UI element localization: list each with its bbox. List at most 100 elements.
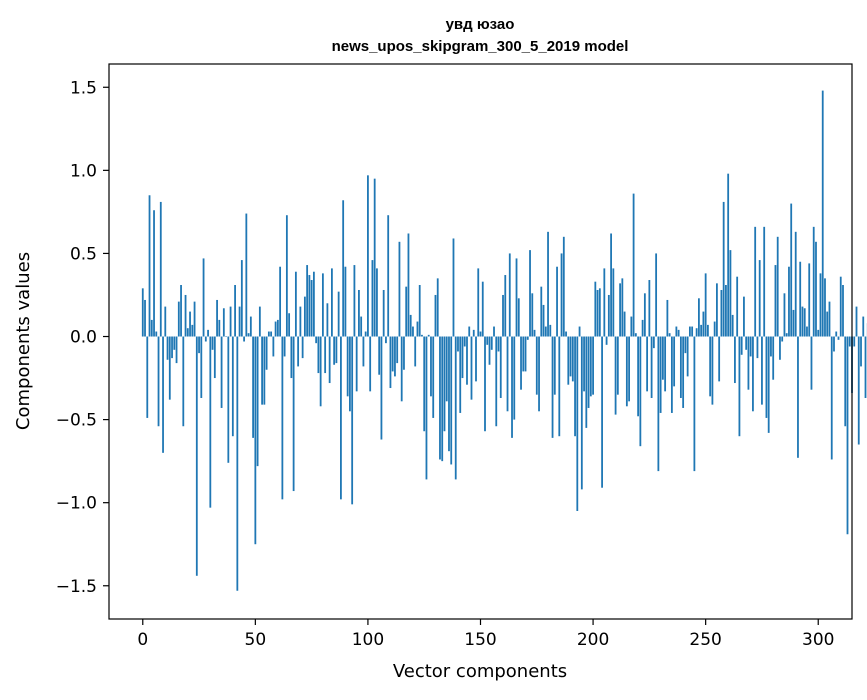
- bar-232: [664, 337, 666, 392]
- bar-4: [151, 320, 153, 337]
- bar-68: [295, 272, 297, 337]
- bar-21: [189, 312, 191, 337]
- bar-249: [703, 312, 705, 337]
- bar-118: [408, 233, 410, 336]
- bar-112: [394, 337, 396, 377]
- x-tick-label: 0: [137, 630, 148, 650]
- bar-33: [216, 300, 218, 337]
- bar-209: [612, 268, 614, 336]
- bar-187: [563, 237, 565, 337]
- bar-318: [858, 337, 860, 445]
- bar-239: [680, 337, 682, 398]
- bar-231: [662, 337, 664, 380]
- bar-164: [511, 337, 513, 438]
- bar-87: [338, 292, 340, 337]
- bar-107: [383, 290, 385, 337]
- bar-311: [842, 285, 844, 337]
- bar-132: [439, 337, 441, 460]
- bar-285: [784, 293, 786, 336]
- bar-186: [561, 253, 563, 336]
- bar-171: [527, 337, 529, 340]
- bar-77: [315, 337, 317, 344]
- bar-235: [671, 337, 673, 413]
- bar-261: [730, 250, 732, 336]
- bar-166: [516, 258, 518, 336]
- bar-224: [646, 337, 648, 392]
- bar-30: [209, 337, 211, 508]
- bar-296: [808, 263, 810, 336]
- bar-176: [538, 337, 540, 412]
- bar-220: [637, 337, 639, 417]
- bar-280: [772, 337, 774, 380]
- bar-211: [617, 337, 619, 395]
- chart-title-line-1: увд юзао: [446, 16, 515, 33]
- bar-292: [799, 262, 801, 337]
- bar-317: [856, 307, 858, 337]
- bar-90: [345, 267, 347, 337]
- bar-306: [831, 337, 833, 460]
- bar-279: [770, 337, 772, 357]
- bar-218: [633, 194, 635, 337]
- bar-247: [698, 298, 700, 336]
- bar-91: [347, 337, 349, 397]
- bar-240: [682, 337, 684, 408]
- bar-277: [766, 337, 768, 418]
- bar-191: [572, 337, 574, 382]
- bar-14: [173, 337, 175, 350]
- bar-121: [414, 337, 416, 367]
- bar-13: [171, 337, 173, 359]
- bar-141: [459, 337, 461, 413]
- bar-138: [453, 238, 455, 336]
- bar-115: [401, 337, 403, 402]
- bar-98: [363, 337, 365, 367]
- bar-38: [227, 337, 229, 463]
- bar-156: [493, 327, 495, 337]
- bar-89: [342, 200, 344, 336]
- bar-44: [241, 260, 243, 336]
- bar-103: [374, 179, 376, 337]
- bar-15: [176, 337, 178, 364]
- bar-309: [838, 337, 840, 340]
- bar-120: [412, 327, 414, 337]
- bar-200: [592, 337, 594, 395]
- bar-221: [639, 337, 641, 447]
- bar-136: [448, 337, 450, 452]
- bar-148: [475, 337, 477, 382]
- bar-152: [484, 337, 486, 432]
- bar-298: [813, 227, 815, 337]
- y-tick-label: 1.0: [70, 161, 97, 181]
- bar-146: [471, 337, 473, 400]
- bar-163: [509, 253, 511, 336]
- bar-251: [707, 325, 709, 337]
- bar-202: [597, 290, 599, 337]
- bar-204: [601, 337, 603, 488]
- bar-105: [378, 337, 380, 375]
- bar-307: [833, 337, 835, 352]
- bar-305: [829, 302, 831, 337]
- bar-283: [779, 337, 781, 360]
- bar-74: [308, 275, 310, 336]
- bar-201: [594, 282, 596, 337]
- bar-3: [149, 195, 151, 336]
- bar-46: [245, 214, 247, 337]
- bar-119: [410, 315, 412, 337]
- y-tick-label: −0.5: [56, 411, 97, 431]
- bar-19: [185, 295, 187, 337]
- bar-134: [444, 337, 446, 432]
- x-tick-label: 300: [802, 630, 834, 650]
- bar-78: [317, 337, 319, 374]
- bar-135: [446, 337, 448, 402]
- bar-66: [290, 337, 292, 379]
- bar-101: [369, 337, 371, 392]
- bar-26: [200, 337, 202, 398]
- bar-100: [367, 175, 369, 336]
- bar-253: [712, 337, 714, 405]
- bar-243: [689, 327, 691, 337]
- bar-288: [790, 204, 792, 337]
- bar-173: [531, 293, 533, 336]
- bar-2: [146, 337, 148, 418]
- bar-225: [648, 280, 650, 337]
- x-tick-label: 200: [577, 630, 609, 650]
- bar-117: [405, 287, 407, 337]
- bar-205: [603, 268, 605, 336]
